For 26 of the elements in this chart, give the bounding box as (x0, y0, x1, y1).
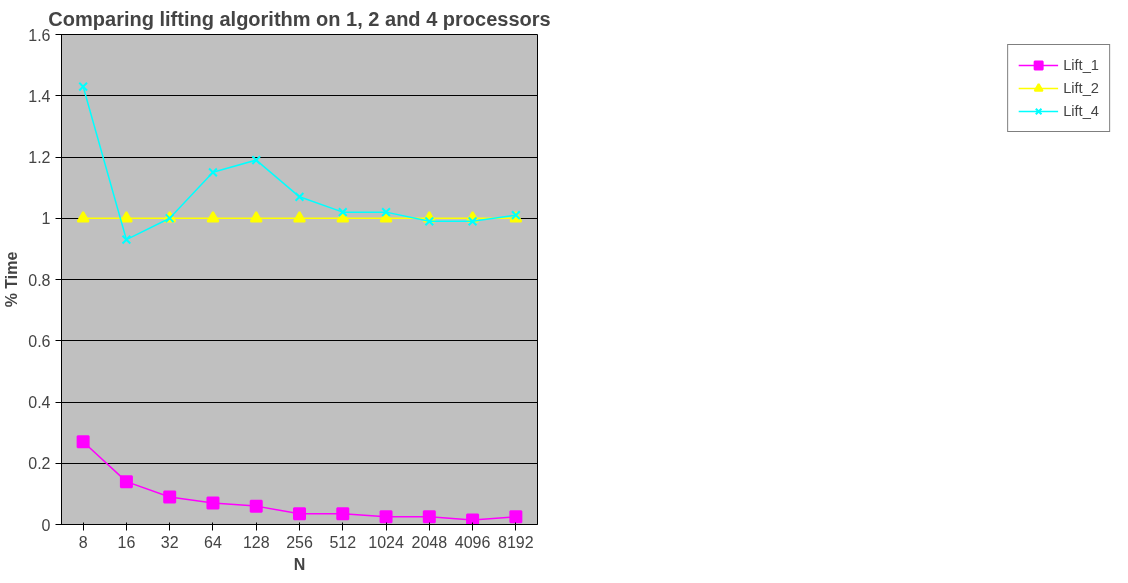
x-tick-label: 2048 (411, 533, 448, 551)
legend-label: Lift_4 (1063, 103, 1099, 119)
legend-label: Lift_1 (1063, 57, 1099, 73)
y-tick-label: 0.2 (28, 455, 51, 473)
y-axis-title: % Time (3, 251, 21, 308)
x-tick-label: 256 (286, 533, 313, 551)
x-tick-label: 4096 (454, 533, 491, 551)
y-tick-label: 0.4 (28, 394, 51, 411)
x-tick-label: 16 (117, 533, 136, 551)
x-tick-label: 32 (160, 533, 179, 551)
chart-title: Comparing lifting algorithm on 1, 2 and 4 processors (48, 7, 551, 30)
y-tick-label: 1.2 (28, 149, 51, 166)
y-tick-label: 1 (41, 210, 51, 228)
y-tick-label: 1.4 (28, 87, 51, 105)
legend-label: Lift_2 (1063, 80, 1099, 96)
y-tick-label: 1.6 (28, 26, 51, 44)
x-tick-label: 64 (204, 533, 222, 551)
x-tick-label: 128 (242, 533, 270, 551)
x-axis-title: N (293, 555, 306, 573)
x-tick-label: 8 (78, 533, 88, 551)
y-tick-label: 0 (41, 516, 51, 534)
x-tick-label: 8192 (498, 533, 534, 551)
y-tick-label: 0.6 (28, 332, 51, 350)
x-tick-label: 1024 (368, 533, 404, 551)
x-tick-label: 512 (329, 533, 357, 551)
y-tick-label: 0.8 (28, 271, 51, 289)
